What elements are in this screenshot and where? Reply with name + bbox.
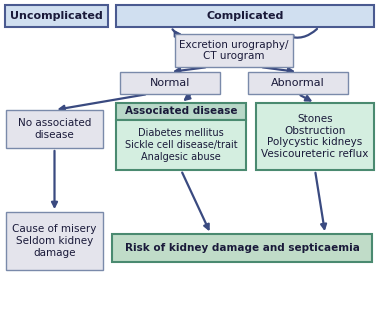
Text: Abnormal: Abnormal (271, 78, 325, 88)
FancyBboxPatch shape (5, 5, 108, 27)
FancyBboxPatch shape (116, 120, 246, 170)
FancyBboxPatch shape (112, 234, 372, 262)
Text: Cause of misery
Seldom kidney
damage: Cause of misery Seldom kidney damage (12, 224, 97, 258)
Text: Risk of kidney damage and septicaemia: Risk of kidney damage and septicaemia (125, 243, 359, 253)
FancyBboxPatch shape (175, 34, 293, 67)
Text: Diabetes mellitus
Sickle cell disease/trait
Analgesic abuse: Diabetes mellitus Sickle cell disease/tr… (125, 128, 238, 162)
Text: Uncomplicated: Uncomplicated (10, 11, 103, 21)
Text: No associated
disease: No associated disease (18, 118, 91, 140)
Text: Stones
Obstruction
Polycystic kidneys
Vesicoureteric reflux: Stones Obstruction Polycystic kidneys Ve… (261, 114, 369, 159)
FancyBboxPatch shape (248, 72, 348, 94)
FancyBboxPatch shape (116, 5, 374, 27)
Text: Normal: Normal (150, 78, 190, 88)
FancyBboxPatch shape (120, 72, 220, 94)
Text: Associated disease: Associated disease (125, 107, 237, 116)
FancyBboxPatch shape (6, 212, 103, 270)
Text: Complicated: Complicated (206, 11, 284, 21)
FancyBboxPatch shape (6, 110, 103, 148)
FancyBboxPatch shape (116, 103, 246, 120)
FancyBboxPatch shape (256, 103, 374, 170)
Text: Excretion urography/
CT urogram: Excretion urography/ CT urogram (179, 40, 289, 61)
